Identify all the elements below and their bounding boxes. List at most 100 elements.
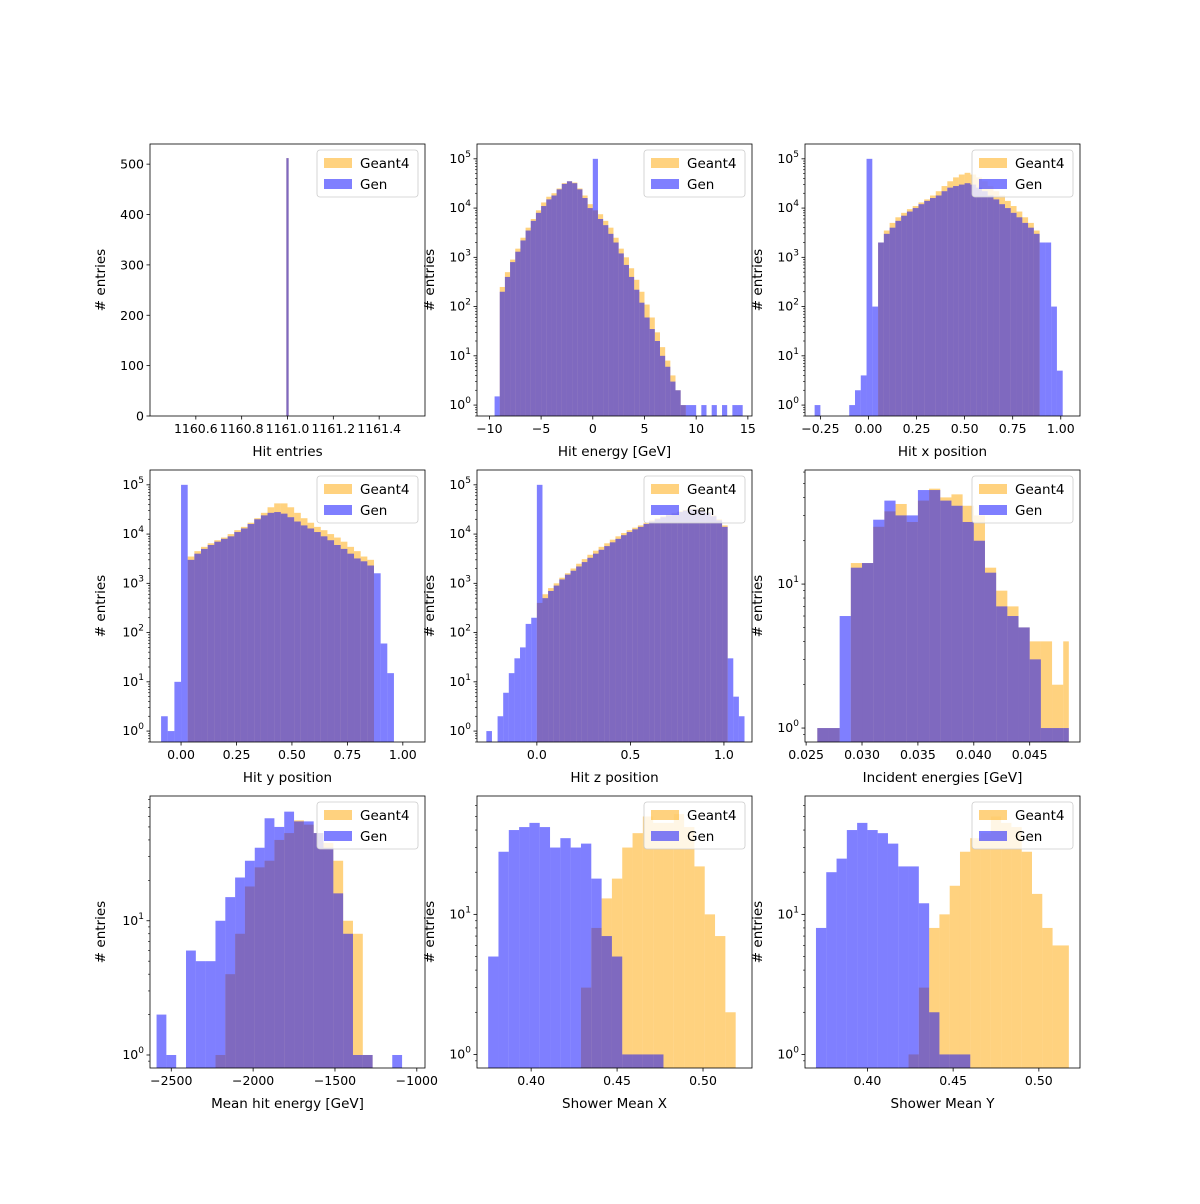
gen-bar xyxy=(958,184,965,416)
gen-bar xyxy=(166,1054,177,1068)
x-tick-label: −1000 xyxy=(396,1073,438,1088)
gen-series xyxy=(814,158,1063,416)
gen-bar xyxy=(508,673,515,742)
y-tick-label: 105 xyxy=(449,476,471,492)
bars xyxy=(286,158,289,416)
y-tick-label: 100 xyxy=(777,719,799,735)
gen-bar xyxy=(873,519,885,742)
y-axis-label: # entries xyxy=(750,901,766,963)
legend-geant4-swatch xyxy=(324,484,352,494)
geant4-bar xyxy=(1052,684,1064,742)
gen-bar xyxy=(973,540,985,742)
gen-bar xyxy=(373,573,381,742)
gen-bar xyxy=(895,220,902,416)
plot-frame xyxy=(149,795,426,1069)
gen-bar xyxy=(644,317,650,416)
gen-bar xyxy=(1028,227,1034,416)
bars xyxy=(815,816,1069,1068)
gen-bar xyxy=(642,1054,654,1068)
gen-bar xyxy=(953,186,959,416)
y-tick-label: 104 xyxy=(122,525,144,541)
y-tick-label: 101 xyxy=(777,905,799,921)
gen-bar xyxy=(1005,208,1011,416)
gen-bar xyxy=(814,405,821,416)
gen-bar xyxy=(691,405,697,416)
gen-bar xyxy=(846,830,858,1068)
x-tick-label: 1161.2 xyxy=(311,421,355,436)
gen-bar xyxy=(367,565,374,742)
panel-3: −0.25 0.00 0.25 0.50 0.75 1.00 100 101 102 103 104… xyxy=(750,143,1081,460)
y-tick-label: 102 xyxy=(122,624,144,640)
gen-bar xyxy=(287,517,295,742)
gen-bar xyxy=(727,658,734,742)
gen-bar xyxy=(587,557,593,742)
gen-bar xyxy=(908,866,919,1068)
legend-geant4-label: Geant4 xyxy=(687,156,736,172)
y-tick-label: 102 xyxy=(777,298,799,314)
y-tick-label: 100 xyxy=(777,1045,799,1061)
gen-bar xyxy=(733,696,739,742)
gen-bar xyxy=(380,643,388,742)
x-axis-label: Incident energies [GeV] xyxy=(863,770,1023,786)
y-tick-label: 105 xyxy=(777,150,799,166)
y-tick-label: 101 xyxy=(777,347,799,363)
gen-bar xyxy=(722,526,728,742)
geant4-bar xyxy=(1042,927,1053,1068)
gen-bar xyxy=(929,1012,940,1068)
x-tick-label: 5 xyxy=(641,421,649,436)
x-tick-label: 0.030 xyxy=(844,747,880,762)
gen-bar xyxy=(161,716,168,742)
legend: Geant4 Gen xyxy=(971,801,1074,850)
panel-1: 1160.6 1160.8 1161.0 1161.2 1161.4 0 100 200 300… xyxy=(93,143,426,460)
geant4-bar xyxy=(704,914,716,1068)
gen-bar xyxy=(884,500,896,742)
legend-gen-swatch xyxy=(651,505,679,515)
gen-bar xyxy=(688,509,694,742)
gen-bar xyxy=(935,195,942,416)
gen-bar xyxy=(962,521,974,742)
plot-frame xyxy=(804,795,1081,1069)
bars xyxy=(156,811,403,1068)
gen-bar xyxy=(498,851,509,1068)
y-tick-label: 101 xyxy=(449,673,471,689)
gen-bar xyxy=(1056,370,1063,416)
gen-bar xyxy=(722,405,728,416)
plot-frame xyxy=(476,143,753,417)
gen-bar xyxy=(618,253,624,416)
x-tick-label: −1500 xyxy=(314,1073,356,1088)
panel-6: 0.025 0.030 0.035 0.040 0.045 100 101 Incident … xyxy=(750,469,1081,786)
geant4-bar xyxy=(1011,827,1022,1068)
y-tick-label: 400 xyxy=(120,207,144,222)
gen-bar xyxy=(240,528,248,742)
gen-bar xyxy=(929,490,941,742)
x-tick-label: 1160.6 xyxy=(174,421,218,436)
gen-bar xyxy=(354,558,361,742)
gen-bar xyxy=(561,183,567,416)
gen-bar xyxy=(1063,728,1069,742)
y-tick-label: 102 xyxy=(449,624,471,640)
x-tick-label: −2500 xyxy=(150,1073,192,1088)
geant4-bar xyxy=(715,936,726,1068)
gen-bar xyxy=(649,329,655,416)
gen-bar xyxy=(503,692,509,742)
gen-bar xyxy=(580,843,592,1068)
gen-bar xyxy=(546,199,552,416)
gen-bar xyxy=(535,212,542,416)
gen-bar xyxy=(360,561,368,742)
gen-bar xyxy=(267,512,275,742)
gen-bar xyxy=(649,521,655,742)
gen-bar xyxy=(235,877,245,1068)
gen-bar xyxy=(981,191,988,416)
gen-bar xyxy=(976,187,982,416)
gen-bar xyxy=(334,545,341,742)
gen-bar xyxy=(895,515,907,742)
x-axis-label: Shower Mean X xyxy=(562,1096,667,1112)
legend-geant4-swatch xyxy=(979,484,1007,494)
gen-bar xyxy=(1051,306,1057,416)
gen-bar xyxy=(970,184,977,416)
panel-8: 0.40 0.45 0.50 100 101 Shower Mean X # entries… xyxy=(422,795,753,1112)
gen-bar xyxy=(247,524,255,742)
gen-bar xyxy=(639,302,645,416)
gen-bar xyxy=(488,956,499,1068)
